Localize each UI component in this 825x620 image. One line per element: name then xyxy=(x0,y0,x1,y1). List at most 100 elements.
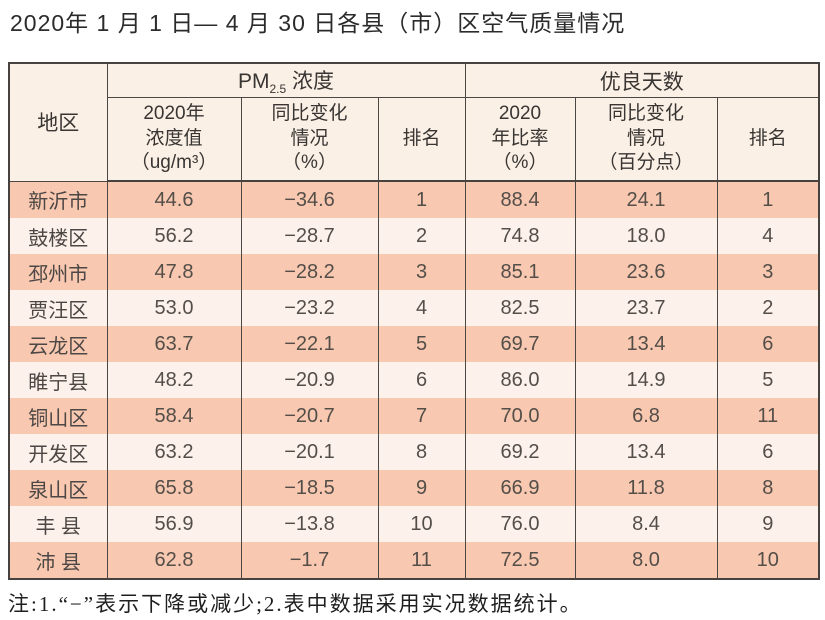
region-cell: 丰 县 xyxy=(8,506,108,542)
pm-rank-cell: 9 xyxy=(377,470,466,506)
region-cell: 鼓楼区 xyxy=(8,218,108,254)
pm-change-cell: −22.1 xyxy=(240,326,379,362)
table-row: 邳州市 47.8 −28.2 3 85.1 23.6 3 xyxy=(8,254,820,290)
pm-rank-cell: 8 xyxy=(377,434,466,470)
table-row: 丰 县 56.9 −13.8 10 76.0 8.4 9 xyxy=(8,506,820,542)
table-row: 贾汪区 53.0 −23.2 4 82.5 23.7 2 xyxy=(8,290,820,326)
header-pm-change: 同比变化 情况 （%） xyxy=(240,97,379,182)
region-cell: 沛 县 xyxy=(8,542,108,579)
rate-value-cell: 66.9 xyxy=(464,470,576,506)
pm-change-cell: −34.6 xyxy=(240,181,379,218)
pm25-subscript: 2.5 xyxy=(269,82,287,97)
pm-change-cell: −23.2 xyxy=(240,290,379,326)
pm-value-cell: 53.0 xyxy=(106,290,242,326)
rate-rank-cell: 1 xyxy=(716,181,820,218)
rate-change-cell: 11.8 xyxy=(574,470,718,506)
rate-change-cell: 23.6 xyxy=(574,254,718,290)
rate-value-cell: 72.5 xyxy=(464,542,576,579)
rate-rank-cell: 10 xyxy=(716,542,820,579)
rate-change-cell: 14.9 xyxy=(574,362,718,398)
pm-change-cell: −28.7 xyxy=(240,218,379,254)
rate-value-cell: 85.1 xyxy=(464,254,576,290)
pm-value-cell: 63.7 xyxy=(106,326,242,362)
air-quality-table: 地区 PM2.5 浓度 优良天数 2020年 浓度值 （ug/m³） 同比变化 … xyxy=(8,62,820,580)
pm-value-cell: 56.2 xyxy=(106,218,242,254)
rate-rank-cell: 2 xyxy=(716,290,820,326)
pm-value-cell: 62.8 xyxy=(106,542,242,579)
pm-value-cell: 65.8 xyxy=(106,470,242,506)
table-row: 新沂市 44.6 −34.6 1 88.4 24.1 1 xyxy=(8,181,820,218)
page-title: 2020年 1 月 1 日— 4 月 30 日各县（市）区空气质量情况 xyxy=(10,10,626,36)
rate-change-cell: 8.0 xyxy=(574,542,718,579)
rate-value-cell: 69.7 xyxy=(464,326,576,362)
rate-value-cell: 69.2 xyxy=(464,434,576,470)
header-group-row: 地区 PM2.5 浓度 优良天数 xyxy=(8,63,820,182)
rate-value-cell: 74.8 xyxy=(464,218,576,254)
table-row: 铜山区 58.4 −20.7 7 70.0 6.8 11 xyxy=(8,398,820,434)
rate-change-cell: 13.4 xyxy=(574,326,718,362)
table-row: 开发区 63.2 −20.1 8 69.2 13.4 6 xyxy=(8,434,820,470)
pm-rank-cell: 1 xyxy=(377,181,466,218)
table-row: 泉山区 65.8 −18.5 9 66.9 11.8 8 xyxy=(8,470,820,506)
region-cell: 开发区 xyxy=(8,434,108,470)
pm-change-cell: −18.5 xyxy=(240,470,379,506)
pm-rank-cell: 6 xyxy=(377,362,466,398)
header-pm-rank: 排名 xyxy=(377,97,466,182)
region-cell: 邳州市 xyxy=(8,254,108,290)
pm-change-cell: −28.2 xyxy=(240,254,379,290)
rate-value-cell: 70.0 xyxy=(464,398,576,434)
rate-rank-cell: 6 xyxy=(716,434,820,470)
rate-rank-cell: 8 xyxy=(716,470,820,506)
rate-change-cell: 18.0 xyxy=(574,218,718,254)
pm-rank-cell: 10 xyxy=(377,506,466,542)
rate-rank-cell: 9 xyxy=(716,506,820,542)
rate-change-cell: 23.7 xyxy=(574,290,718,326)
rate-rank-cell: 6 xyxy=(716,326,820,362)
pm-value-cell: 63.2 xyxy=(106,434,242,470)
rate-rank-cell: 11 xyxy=(716,398,820,434)
pm-rank-cell: 3 xyxy=(377,254,466,290)
region-cell: 新沂市 xyxy=(8,181,108,218)
footnote: 注:1.“−”表示下降或减少;2.表中数据采用实况数据统计。 xyxy=(8,592,583,616)
pm-value-cell: 48.2 xyxy=(106,362,242,398)
table-row: 鼓楼区 56.2 −28.7 2 74.8 18.0 4 xyxy=(8,218,820,254)
pm25-label-suffix: 浓度 xyxy=(286,69,335,93)
header-rate-value: 2020 年比率 （%） xyxy=(464,97,576,182)
pm-change-cell: −20.7 xyxy=(240,398,379,434)
pm-rank-cell: 5 xyxy=(377,326,466,362)
region-cell: 泉山区 xyxy=(8,470,108,506)
pm-rank-cell: 11 xyxy=(377,542,466,579)
region-cell: 睢宁县 xyxy=(8,362,108,398)
header-rate-change: 同比变化 情况 （百分点） xyxy=(574,97,718,182)
region-cell: 云龙区 xyxy=(8,326,108,362)
table-row: 沛 县 62.8 −1.7 11 72.5 8.0 10 xyxy=(8,542,820,579)
table-row: 云龙区 63.7 −22.1 5 69.7 13.4 6 xyxy=(8,326,820,362)
header-sub-row: 2020年 浓度值 （ug/m³） 同比变化 情况 （%） 排名 2020 年比… xyxy=(9,97,820,182)
header-pm25-group: PM2.5 浓度 xyxy=(106,63,466,98)
rate-value-cell: 86.0 xyxy=(464,362,576,398)
region-cell: 贾汪区 xyxy=(8,290,108,326)
rate-value-cell: 82.5 xyxy=(464,290,576,326)
pm-value-cell: 56.9 xyxy=(106,506,242,542)
pm-value-cell: 44.6 xyxy=(106,181,242,218)
header-region: 地区 xyxy=(8,63,108,182)
rate-value-cell: 88.4 xyxy=(464,181,576,218)
table-header: 地区 PM2.5 浓度 优良天数 2020年 浓度值 （ug/m³） 同比变化 … xyxy=(8,63,820,182)
rate-rank-cell: 4 xyxy=(716,218,820,254)
pm-rank-cell: 4 xyxy=(377,290,466,326)
rate-rank-cell: 3 xyxy=(716,254,820,290)
rate-value-cell: 76.0 xyxy=(464,506,576,542)
pm-rank-cell: 7 xyxy=(377,398,466,434)
rate-change-cell: 13.4 xyxy=(574,434,718,470)
table-row: 睢宁县 48.2 −20.9 6 86.0 14.9 5 xyxy=(8,362,820,398)
pm-value-cell: 58.4 xyxy=(106,398,242,434)
pm-change-cell: −13.8 xyxy=(240,506,379,542)
pm-change-cell: −1.7 xyxy=(240,542,379,579)
pm-rank-cell: 2 xyxy=(377,218,466,254)
pm-change-cell: −20.9 xyxy=(240,362,379,398)
rate-change-cell: 24.1 xyxy=(574,181,718,218)
header-rate-rank: 排名 xyxy=(716,97,820,182)
pm25-label-prefix: PM xyxy=(237,69,270,93)
rate-rank-cell: 5 xyxy=(716,362,820,398)
